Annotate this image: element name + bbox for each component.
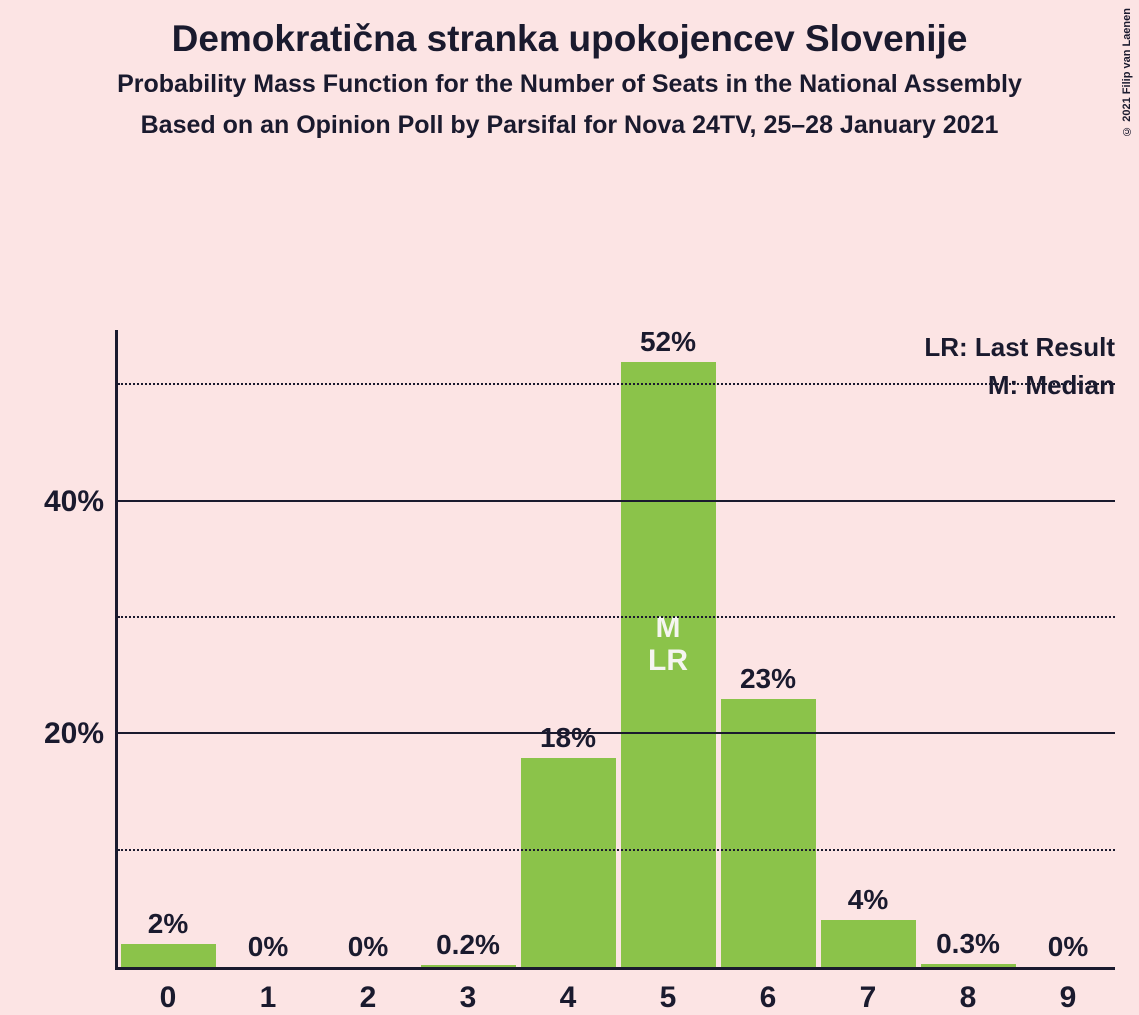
x-tick-label: 2 bbox=[360, 967, 377, 1015]
bar: 23% bbox=[721, 699, 816, 967]
x-tick-label: 4 bbox=[560, 967, 577, 1015]
bar-slot: 23%6 bbox=[721, 327, 816, 967]
y-tick-label: 20% bbox=[44, 717, 118, 751]
gridline bbox=[118, 500, 1115, 502]
bar-slot: 0%9 bbox=[1021, 327, 1116, 967]
x-tick-label: 5 bbox=[660, 967, 677, 1015]
bar: 2% bbox=[121, 944, 216, 967]
bar: 4% bbox=[821, 920, 916, 967]
plot-area: 2%00%10%20.2%318%452%MLR523%64%70.3%80%9… bbox=[115, 330, 1115, 970]
bar: 52%MLR bbox=[621, 362, 716, 967]
bar-value-label: 0.2% bbox=[436, 929, 500, 965]
bar-slot: 52%MLR5 bbox=[621, 327, 716, 967]
gridline bbox=[118, 616, 1115, 618]
x-tick-label: 7 bbox=[860, 967, 877, 1015]
bar-value-label: 4% bbox=[848, 884, 888, 920]
bars-layer: 2%00%10%20.2%318%452%MLR523%64%70.3%80%9 bbox=[118, 330, 1115, 967]
gridline bbox=[118, 849, 1115, 851]
bar-value-label: 23% bbox=[740, 663, 796, 699]
bar-value-label: 0% bbox=[248, 931, 288, 967]
chart-subtitle-2: Based on an Opinion Poll by Parsifal for… bbox=[0, 111, 1139, 140]
copyright-text: © 2021 Filip van Laenen bbox=[1121, 8, 1133, 137]
chart-title: Demokratična stranka upokojencev Sloveni… bbox=[0, 0, 1139, 60]
bar-slot: 0%2 bbox=[321, 327, 416, 967]
bar-slot: 18%4 bbox=[521, 327, 616, 967]
bar: 18% bbox=[521, 758, 616, 967]
x-tick-label: 1 bbox=[260, 967, 277, 1015]
x-tick-label: 8 bbox=[960, 967, 977, 1015]
legend-item: M: Median bbox=[988, 370, 1115, 401]
bar-value-label: 0% bbox=[348, 931, 388, 967]
bar-value-label: 2% bbox=[148, 908, 188, 944]
x-tick-label: 9 bbox=[1060, 967, 1077, 1015]
bar-slot: 0.2%3 bbox=[421, 327, 516, 967]
legend-item: LR: Last Result bbox=[924, 332, 1115, 363]
bar-annotation: MLR bbox=[648, 611, 688, 677]
bar-slot: 4%7 bbox=[821, 327, 916, 967]
bar-slot: 0.3%8 bbox=[921, 327, 1016, 967]
bar-slot: 2%0 bbox=[121, 327, 216, 967]
bar-value-label: 0.3% bbox=[936, 928, 1000, 964]
chart-subtitle-1: Probability Mass Function for the Number… bbox=[0, 70, 1139, 99]
bar-value-label: 52% bbox=[640, 326, 696, 362]
x-tick-label: 6 bbox=[760, 967, 777, 1015]
x-tick-label: 0 bbox=[160, 967, 177, 1015]
bar-slot: 0%1 bbox=[221, 327, 316, 967]
bar-value-label: 0% bbox=[1048, 931, 1088, 967]
x-tick-label: 3 bbox=[460, 967, 477, 1015]
gridline bbox=[118, 383, 1115, 385]
gridline bbox=[118, 732, 1115, 734]
y-tick-label: 40% bbox=[44, 485, 118, 519]
bar-value-label: 18% bbox=[540, 722, 596, 758]
